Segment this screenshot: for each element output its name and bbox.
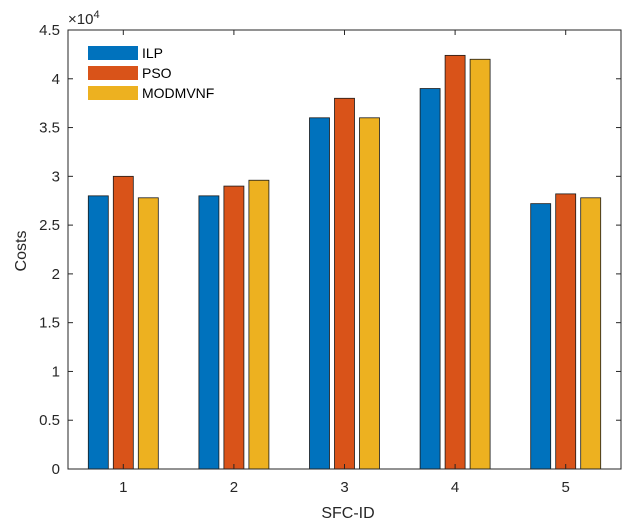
bar-ilp-sfc-3 <box>309 117 330 470</box>
x-tick-label: 5 <box>562 479 570 496</box>
legend: ILP PSO MODMVNF <box>81 39 223 109</box>
bar-ilp-sfc-1 <box>87 195 109 470</box>
y-tick-label: 3.5 <box>39 120 60 137</box>
x-tick-label: 4 <box>451 479 459 496</box>
bars-layer <box>87 54 602 470</box>
legend-swatch-ilp <box>88 46 138 60</box>
x-axis: 1 2 3 4 5 <box>119 30 570 496</box>
bar-pso-sfc-1 <box>112 175 134 470</box>
x-tick-label: 2 <box>230 479 238 496</box>
bar-modmvnf-sfc-5 <box>580 197 602 470</box>
bar-ilp-sfc-5 <box>530 203 552 470</box>
bar-modmvnf-sfc-1 <box>137 197 159 470</box>
y-tick-label: 1 <box>52 363 60 380</box>
bar-pso-sfc-5 <box>555 193 577 470</box>
bar-pso-sfc-3 <box>334 97 355 470</box>
y-axis: 0 0.5 1 1.5 2 2.5 3 3.5 4 4.5 <box>39 22 621 478</box>
y-tick-label: 4.5 <box>39 22 60 39</box>
bar-pso-sfc-4 <box>444 54 466 470</box>
y-tick-label: 2 <box>52 266 60 283</box>
x-tick-label: 3 <box>340 479 348 496</box>
bar-ilp-sfc-2 <box>198 195 220 470</box>
y-axis-label: Costs <box>13 231 30 272</box>
bar-modmvnf-sfc-4 <box>469 58 491 470</box>
legend-label-modmvnf: MODMVNF <box>142 85 214 101</box>
legend-label-pso: PSO <box>142 65 172 81</box>
legend-swatch-pso <box>88 66 138 80</box>
y-exponent-label: ×104 <box>68 9 100 28</box>
x-axis-label: SFC-ID <box>321 505 374 522</box>
bar-modmvnf-sfc-2 <box>248 179 270 470</box>
bar-ilp-sfc-4 <box>419 88 441 470</box>
y-tick-label: 4 <box>52 71 60 88</box>
legend-swatch-modmvnf <box>88 86 138 100</box>
bar-pso-sfc-2 <box>223 185 245 470</box>
x-tick-label: 1 <box>119 479 127 496</box>
legend-label-ilp: ILP <box>142 45 163 61</box>
y-tick-label: 0.5 <box>39 412 60 429</box>
y-tick-label: 0 <box>52 461 60 478</box>
y-tick-label: 2.5 <box>39 217 60 234</box>
bar-modmvnf-sfc-3 <box>359 117 380 470</box>
y-exponent-power: 4 <box>93 9 99 21</box>
y-tick-label: 3 <box>52 168 60 185</box>
y-tick-label: 1.5 <box>39 315 60 332</box>
